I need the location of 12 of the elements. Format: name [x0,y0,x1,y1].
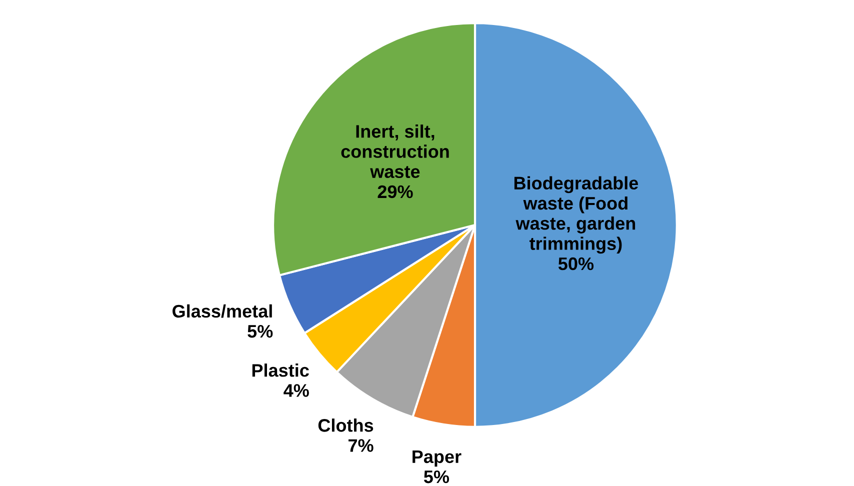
slice-label: Inert, silt, construction waste [341,124,449,178]
slice-label: Cloths [318,418,374,432]
data-label: 5% [248,324,273,338]
data-label: 5% [424,470,450,484]
data-label: 50% [558,257,594,270]
data-label: 4% [284,384,309,397]
data-label: 7% [348,439,374,452]
slice-label: Glass/metal [172,304,272,318]
data-label: 29% [378,185,413,198]
slice-label: Plastic [252,364,309,377]
slice-label: Biodegradable waste (Food waste, garden trimmings) [514,176,638,254]
slice-label: Paper [412,450,462,467]
